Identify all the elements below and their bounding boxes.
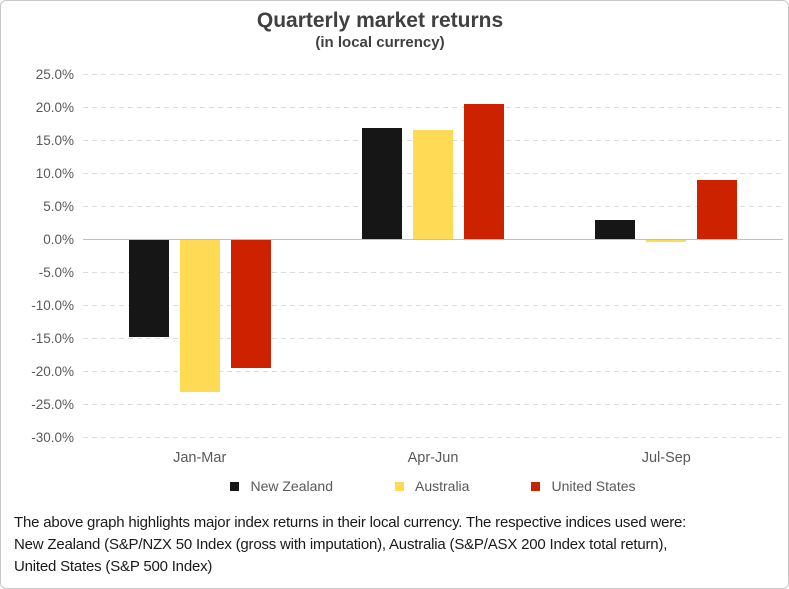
legend-swatch-icon: [230, 481, 240, 491]
zero-axis-line: [83, 239, 783, 240]
gridline: [83, 437, 783, 438]
legend-label: United States: [551, 478, 636, 494]
y-tick-label: 20.0%: [35, 99, 74, 115]
gridline: [83, 371, 783, 372]
y-tick-label: 10.0%: [35, 165, 74, 181]
y-tick-label: 5.0%: [43, 198, 74, 214]
footnote-line: United States (S&P 500 Index): [14, 558, 213, 575]
y-tick-label: 15.0%: [35, 132, 74, 148]
plot-area: [83, 74, 783, 438]
gridline: [83, 338, 783, 339]
x-tick-label: Jan-Mar: [173, 450, 227, 466]
bar-new-zealand-apr-jun: [362, 127, 402, 239]
legend-item-united-states: United States: [531, 478, 636, 494]
footnote: The above graph highlights major index r…: [14, 512, 780, 578]
legend-item-new-zealand: New Zealand: [230, 478, 333, 494]
legend-swatch-icon: [394, 481, 404, 491]
gridline: [83, 305, 783, 306]
gridline: [83, 404, 783, 405]
y-tick-label: -15.0%: [31, 330, 74, 346]
legend: New Zealand Australia United States: [83, 478, 783, 494]
y-tick-label: 0.0%: [43, 231, 74, 247]
bar-australia-jan-mar: [179, 239, 220, 392]
legend-label: Australia: [414, 478, 470, 494]
bar-australia-apr-jun: [413, 130, 453, 239]
chart-subtitle: (in local currency): [315, 34, 445, 51]
y-tick-label: -10.0%: [31, 297, 74, 313]
bar-united-states-jan-mar: [230, 239, 271, 369]
y-tick-label: -20.0%: [31, 363, 74, 379]
y-tick-label: -30.0%: [31, 429, 74, 445]
gridline: [83, 74, 783, 75]
gridline: [83, 272, 783, 273]
bar-new-zealand-jan-mar: [128, 239, 169, 337]
y-tick-label: -25.0%: [31, 396, 74, 412]
bar-new-zealand-jul-sep: [595, 219, 636, 239]
legend-item-australia: Australia: [394, 478, 470, 494]
y-tick-label: -5.0%: [38, 264, 74, 280]
chart-title: Quarterly market returns: [256, 9, 504, 32]
footnote-line: New Zealand (S&P/NZX 50 Index (gross wit…: [14, 536, 668, 553]
bar-australia-jul-sep: [646, 239, 687, 242]
legend-label: New Zealand: [250, 478, 333, 494]
gridline: [83, 107, 783, 108]
legend-swatch-icon: [531, 481, 541, 491]
footnote-line: The above graph highlights major index r…: [14, 514, 687, 531]
x-tick-label: Apr-Jun: [407, 450, 459, 466]
bar-united-states-jul-sep: [697, 180, 738, 239]
x-tick-label: Jul-Sep: [641, 450, 691, 466]
y-tick-label: 25.0%: [35, 66, 74, 82]
bar-united-states-apr-jun: [464, 103, 504, 239]
